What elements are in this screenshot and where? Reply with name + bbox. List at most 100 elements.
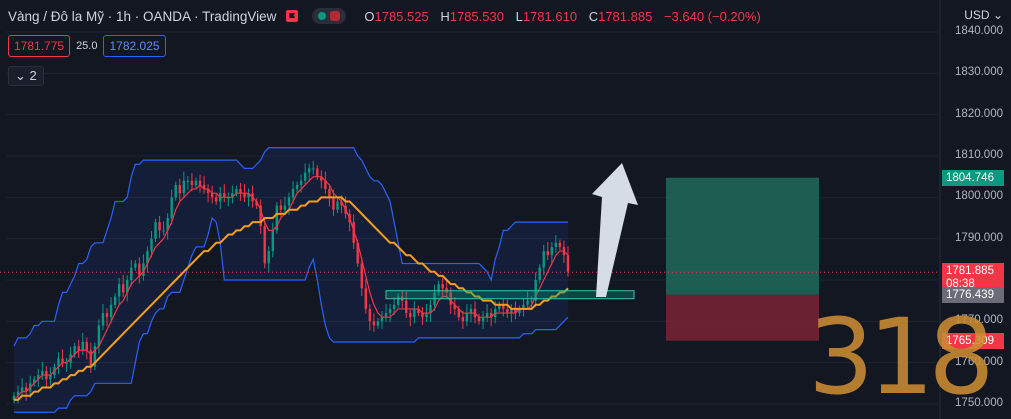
candle-body [340,201,343,206]
candle-body [372,321,376,326]
ohlc-high-value: 1785.530 [449,8,504,24]
candle [461,311,465,329]
candle-body [388,308,392,314]
candle-body [542,251,545,268]
ohlc-open-key: O [364,8,375,24]
candle-body [380,317,384,322]
candle-body [510,308,513,314]
candle [453,297,456,316]
entry-zone-box [385,290,635,300]
candle [550,242,554,265]
ohlc-open-value: 1785.525 [374,8,429,24]
candle-body [279,205,283,210]
candle-body [198,180,202,185]
symbol-title[interactable]: Vàng / Đô la Mỹ · 1h · OANDA · TradingVi… [8,8,277,24]
candle [441,277,444,296]
candle [41,361,44,380]
candle-body [214,197,218,202]
last-price-value: 1781.885 [946,265,994,278]
candle [554,235,558,254]
candle [142,254,145,281]
candle [291,181,295,204]
candle-body [37,375,40,380]
candle-body [368,308,372,322]
candle-body [481,317,485,322]
y-tick-label: 1790.000 [955,231,1003,244]
candle-body [138,263,141,276]
candlestick-series [12,160,570,404]
candle-body [441,284,444,289]
candle-body [154,222,157,239]
candle [332,189,335,216]
candle-body [231,193,234,198]
y-tick-label: 1840.000 [955,25,1003,37]
candle [303,163,307,186]
candle-body [93,346,97,367]
candle-body [130,267,133,280]
currency-selector[interactable]: USD ⌄ [964,8,1003,22]
candle-body [81,342,84,351]
candle-body [267,251,270,264]
market-status-pill[interactable] [312,8,347,24]
candle-body [299,180,303,185]
candle [113,293,117,309]
candle [328,184,331,207]
candle-body [409,313,412,318]
candle [465,303,469,327]
candle [275,202,279,234]
candle-body [117,284,121,297]
y-tick-label: 1750.000 [955,397,1003,409]
candle [437,280,440,296]
candle [174,181,177,201]
candle-body [522,304,525,309]
candle-body [283,205,287,210]
candle-body [73,346,76,355]
candle-body [316,168,319,177]
candle [105,308,109,327]
candle [506,299,509,318]
candle-body [312,168,315,170]
candle-body [405,300,408,314]
candle-body [489,313,493,318]
flag-icon[interactable] [286,10,299,22]
spread-value: 25.0 [76,40,98,52]
trade-panel: 1781.775 25.0 1782.025 [8,35,166,57]
candle [162,221,165,236]
candle [336,198,339,214]
candle-body [356,242,359,264]
candle-body [328,189,331,198]
ohlc-low-value: 1781.610 [522,8,578,24]
candle [210,185,214,204]
envelope-bands [13,147,569,413]
candle-body [295,184,299,190]
candle-body [134,263,137,268]
candle [267,246,270,273]
candle [481,311,485,329]
candle [206,184,210,203]
candle [271,222,275,258]
candle-body [384,313,388,318]
candle-body [271,230,275,252]
candle [190,173,194,192]
candle-body [550,246,554,256]
candle [392,297,396,316]
candle-body [57,358,60,367]
candle [360,257,363,296]
candle-body [150,238,153,252]
candle-body [142,263,145,276]
candle-body [275,205,279,231]
candle [214,194,218,205]
candle [126,275,129,302]
sell-button[interactable]: 1781.775 [8,35,71,57]
candle-body [437,284,440,293]
candle [117,277,121,305]
candle [89,342,93,373]
candle-body [461,317,465,322]
buy-button[interactable]: 1782.025 [103,35,166,57]
up-arrow-icon [592,163,638,297]
candle-body [33,379,36,384]
indicators-toggle[interactable]: ⌄ 2 [8,66,44,86]
candle-body [20,387,24,392]
candle [134,260,137,271]
